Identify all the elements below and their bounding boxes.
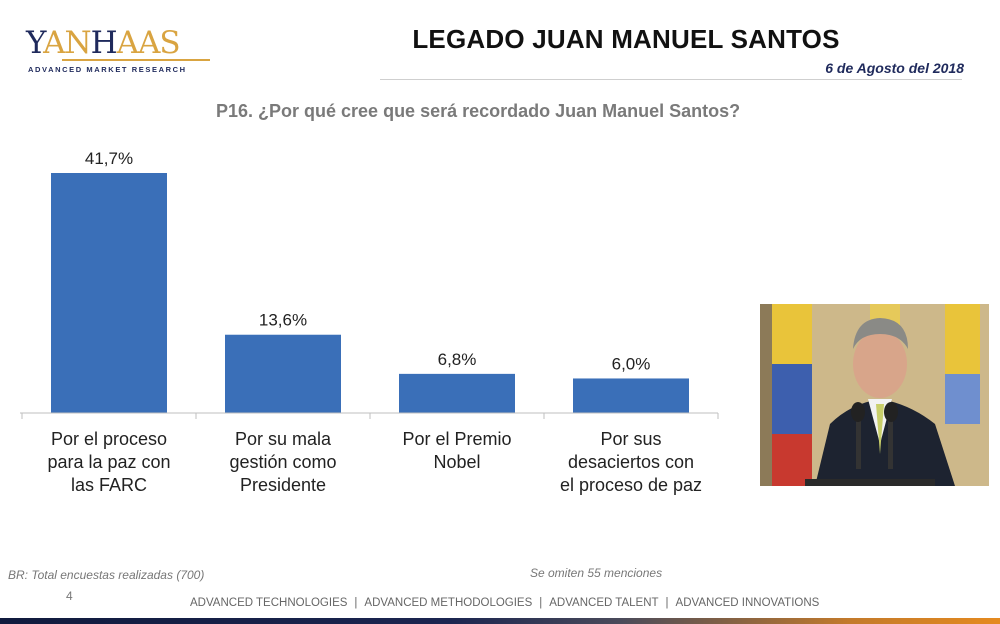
footer-links: ADVANCED TECHNOLOGIES | ADVANCED METHODOLO… [190, 597, 819, 609]
category-label-1: Por su mala gestión como Presidente [229, 429, 336, 495]
value-labels: 41,7% 13,6% 6,8% 6,0% [85, 149, 650, 373]
logo-wordmark: YANHAAS [26, 25, 181, 61]
category-label-line: Por el proceso [51, 429, 167, 449]
logo-tagline: ADVANCED MARKET RESEARCH [28, 65, 187, 74]
category-label-line: gestión como [229, 452, 336, 472]
category-label-line: Presidente [240, 475, 326, 495]
bar-0 [51, 173, 167, 413]
category-label-line: Nobel [433, 452, 480, 472]
footer-link-innovations: ADVANCED INNOVATIONS [675, 597, 820, 609]
santos-photo [760, 304, 989, 486]
value-label-1: 13,6% [259, 311, 307, 330]
category-label-line: el proceso de paz [560, 475, 702, 495]
category-label-line: las FARC [71, 475, 147, 495]
footer-separator: | [539, 597, 543, 609]
value-label-0: 41,7% [85, 149, 133, 168]
value-label-3: 6,0% [612, 354, 651, 373]
footer-link-talent: ADVANCED TALENT [549, 597, 659, 609]
logo-underline [62, 59, 210, 61]
category-label-2: Por el Premio Nobel [402, 429, 511, 472]
bar-3 [573, 378, 689, 413]
category-label-line: desaciertos con [568, 452, 694, 472]
yanhaas-logo: YANHAAS ADVANCED MARKET RESEARCH [26, 25, 210, 76]
base-note: BR: Total encuestas realizadas (700) [8, 568, 205, 582]
omitted-note: Se omiten 55 menciones [530, 566, 663, 580]
bar-2 [399, 373, 515, 413]
question-text: P16. ¿Por qué cree que será recordado Ju… [216, 101, 741, 121]
footer-link-technologies: ADVANCED TECHNOLOGIES [190, 597, 348, 609]
page-title: LEGADO JUAN MANUEL SANTOS [412, 24, 840, 54]
bars-group [51, 173, 689, 413]
footer-separator: | [354, 597, 358, 609]
bar-chart: 41,7% 13,6% 6,8% 6,0% Por el proceso para la… [20, 149, 719, 495]
bar-1 [225, 334, 341, 413]
page-number: 4 [66, 589, 73, 603]
category-label-line: para la paz con [47, 452, 170, 472]
photo-illustration [760, 304, 989, 486]
category-labels: Por el proceso para la paz con las FARCPor… [47, 429, 702, 495]
category-label-3: Por sus desaciertos con el proceso de paz [560, 429, 702, 495]
category-label-line: Por su mala [235, 429, 332, 449]
category-label-line: Por el Premio [402, 429, 511, 449]
report-date: 6 de Agosto del 2018 [825, 60, 964, 76]
x-axis-ticks [21, 413, 719, 419]
footer-gradient-bar [0, 618, 1000, 624]
header-divider [380, 79, 962, 80]
footer-separator: | [665, 597, 669, 609]
value-label-2: 6,8% [438, 350, 477, 369]
category-label-0: Por el proceso para la paz con las FARC [47, 429, 170, 495]
footer-link-methodologies: ADVANCED METHODOLOGIES [364, 597, 533, 609]
category-label-line: Por sus [600, 429, 661, 449]
